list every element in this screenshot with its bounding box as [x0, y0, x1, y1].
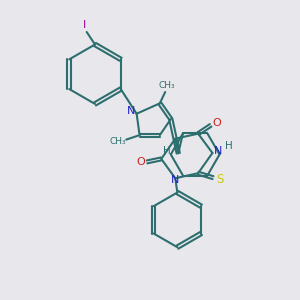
- Text: H: H: [163, 146, 171, 156]
- Text: H: H: [225, 141, 232, 152]
- Text: CH₃: CH₃: [110, 136, 126, 146]
- Text: N: N: [170, 175, 179, 185]
- Text: O: O: [213, 118, 221, 128]
- Text: N: N: [127, 106, 136, 116]
- Text: O: O: [136, 158, 145, 167]
- Text: N: N: [214, 146, 223, 157]
- Text: I: I: [83, 20, 86, 31]
- Text: CH₃: CH₃: [158, 81, 175, 90]
- Text: S: S: [216, 172, 223, 186]
